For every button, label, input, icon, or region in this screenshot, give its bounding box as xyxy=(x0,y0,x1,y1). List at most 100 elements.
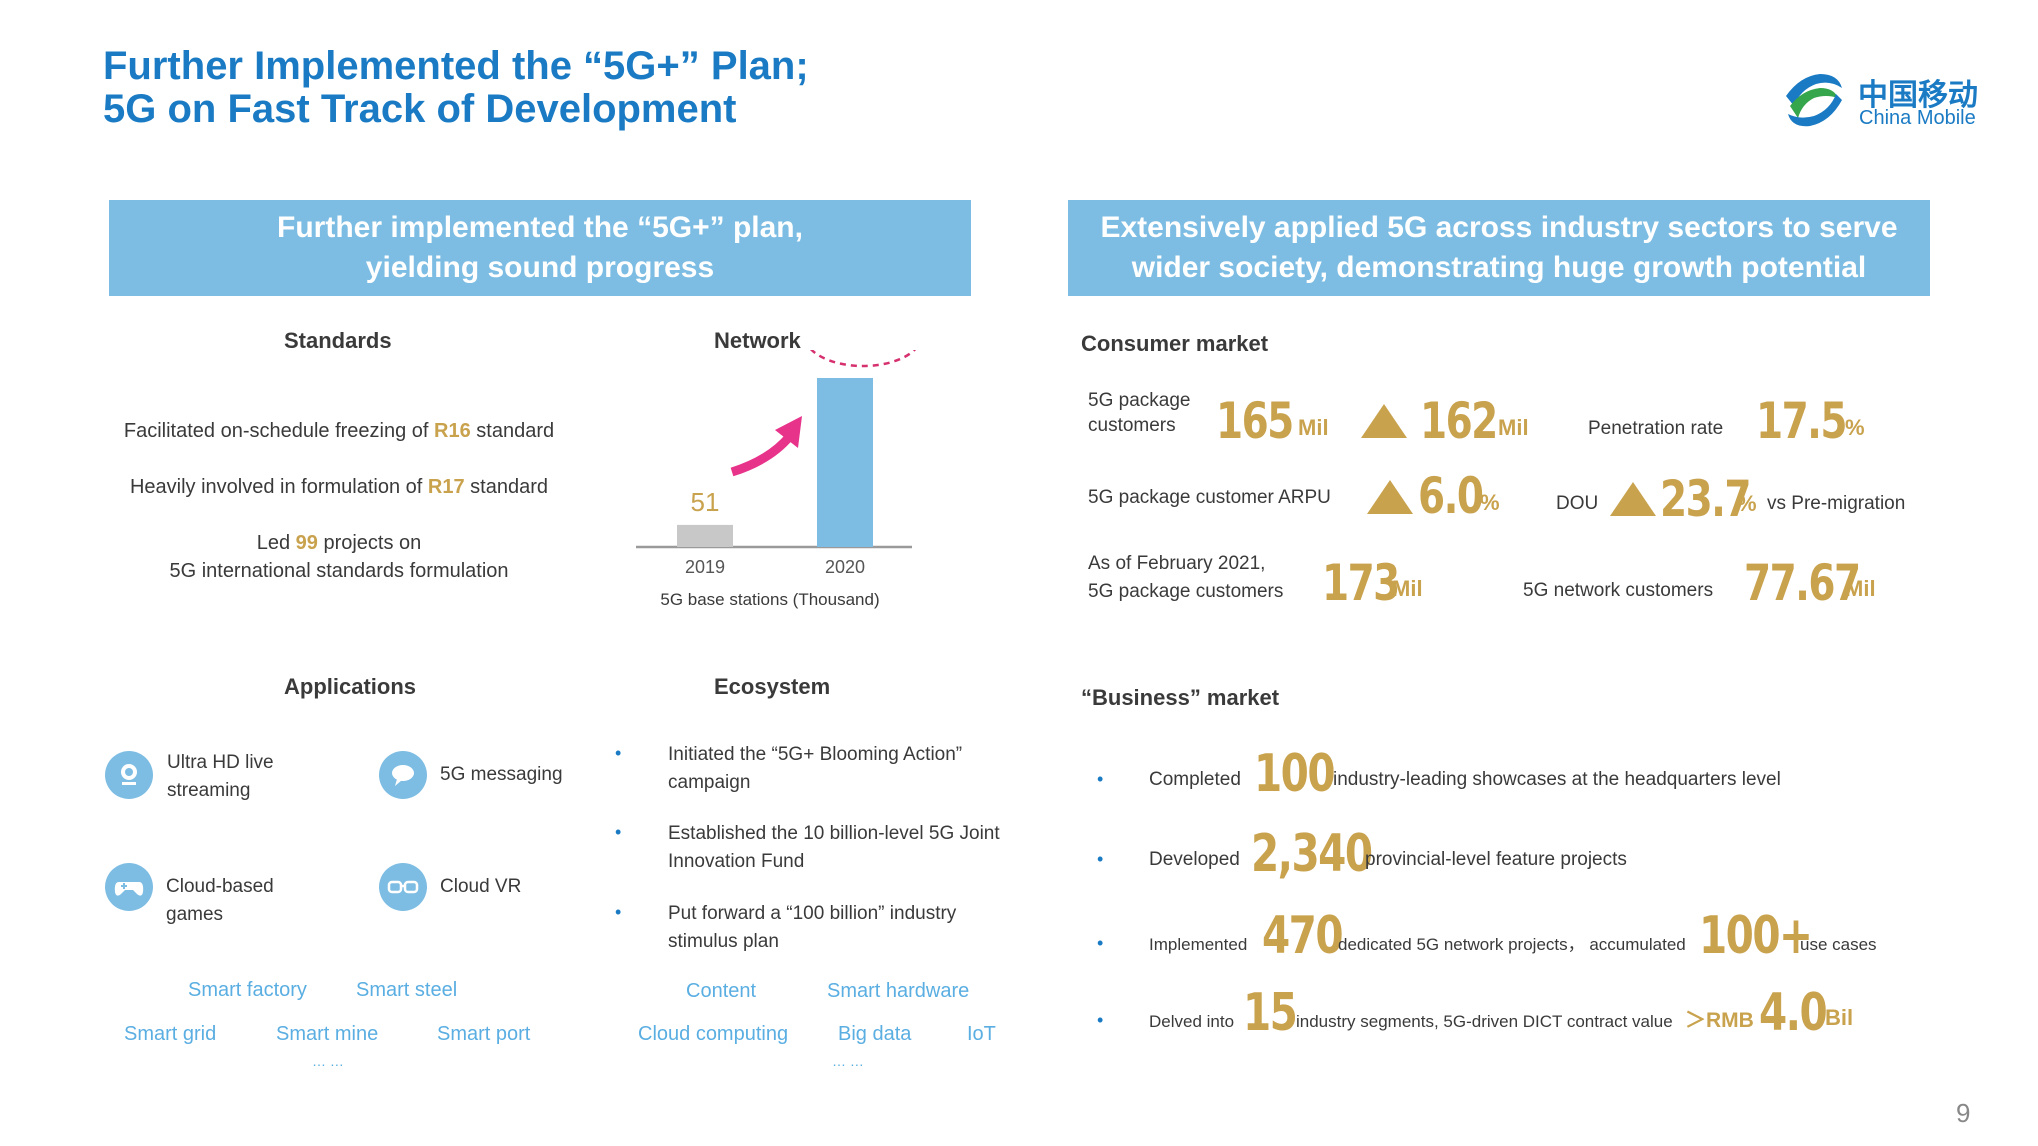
business-b1-pre: Completed xyxy=(1149,769,1241,790)
ecosystem-bullet-3: Put forward a “100 billion” industry stim… xyxy=(668,903,957,952)
bullet-marker: • xyxy=(615,822,622,842)
penetration-label: Penetration rate xyxy=(1588,418,1724,439)
network-customers-unit: Mil xyxy=(1845,576,1876,601)
live-streaming-icon xyxy=(105,751,153,799)
dou-label: DOU xyxy=(1556,493,1599,514)
tag-cloud-computing: Cloud computing xyxy=(638,1023,789,1045)
right-banner-line1: Extensively applied 5G across industry s… xyxy=(1100,211,1898,244)
arpu-unit: % xyxy=(1480,490,1500,515)
tag-smart-grid: Smart grid xyxy=(124,1023,217,1045)
standards-heading: Standards xyxy=(284,328,392,353)
chart-bar-2019 xyxy=(677,524,733,547)
tag-smart-port: Smart port xyxy=(437,1023,531,1045)
app-cloud-games-label: Cloud-based games xyxy=(166,876,274,925)
tag-smart-factory: Smart factory xyxy=(188,979,307,1001)
message-bubble-icon xyxy=(379,751,427,799)
page-title-line2: 5G on Fast Track of Development xyxy=(103,87,737,131)
consumer-pkg-value: 165 xyxy=(1216,392,1294,450)
business-b4-num: 15 xyxy=(1243,983,1298,1043)
network-customers-value: 77.67 xyxy=(1744,554,1861,612)
growth-arrow-head xyxy=(775,416,802,448)
penetration-unit: % xyxy=(1845,415,1865,440)
business-b4-prefix: ＞RMB xyxy=(1685,1009,1754,1032)
business-b3-num: 470 xyxy=(1262,906,1344,966)
business-heading: “Business” market xyxy=(1081,685,1280,710)
increase-triangle-icon xyxy=(1367,480,1413,514)
left-banner: Further implemented the “5G+” plan, yiel… xyxy=(109,200,971,296)
tag-iot: IoT xyxy=(967,1023,996,1045)
dou-value: 23.7 xyxy=(1660,470,1752,528)
dou-unit: % xyxy=(1737,491,1757,516)
business-b1-num: 100 xyxy=(1254,744,1336,804)
consumer-pkg-increase: 162 xyxy=(1420,392,1498,450)
bullet-marker: • xyxy=(1097,769,1104,789)
feb-value: 173 xyxy=(1322,554,1400,612)
ecosystem-bullet-2: Established the 10 billion-level 5G Join… xyxy=(668,823,1000,872)
left-banner-line1: Further implemented the “5G+” plan, xyxy=(277,211,803,244)
ecosystem-ellipsis: … … xyxy=(832,1053,864,1069)
chart-value-label-2020: 390 xyxy=(823,350,866,352)
gamepad-icon xyxy=(105,863,153,911)
tag-smart-hardware: Smart hardware xyxy=(827,980,970,1002)
chart-bar-2020 xyxy=(817,378,873,547)
consumer-pkg-label: 5G package customers xyxy=(1088,390,1191,436)
feb-unit: Mil xyxy=(1392,576,1423,601)
business-b3-pre: Implemented xyxy=(1149,935,1248,954)
china-mobile-logo-icon xyxy=(1786,74,1842,127)
business-b4-unit: Bil xyxy=(1825,1005,1854,1030)
increase-triangle-icon xyxy=(1610,482,1656,516)
business-b4-mid: industry segments, 5G-driven DICT contra… xyxy=(1296,1012,1673,1031)
ecosystem-bullet-1: Initiated the “5G+ Blooming Action” campa… xyxy=(668,744,963,793)
tag-smart-steel: Smart steel xyxy=(356,979,458,1001)
business-b3-post: use cases xyxy=(1800,935,1877,954)
arpu-value: 6.0 xyxy=(1418,467,1484,525)
business-b2-post: provincial-level feature projects xyxy=(1365,849,1627,870)
standards-item-99: Led 99 projects on 5G international stan… xyxy=(169,532,509,582)
right-banner: Extensively applied 5G across industry s… xyxy=(1068,200,1930,296)
feb-label: As of February 2021, 5G package customers xyxy=(1088,553,1284,602)
bullet-marker: • xyxy=(1097,849,1104,869)
consumer-heading: Consumer market xyxy=(1081,331,1269,356)
arpu-label: 5G package customer ARPU xyxy=(1088,487,1331,508)
tag-content: Content xyxy=(686,980,757,1002)
network-bar-chart: 51 2019 390 2020 xyxy=(636,350,917,577)
page-title-line1: Further Implemented the “5G+” Plan; xyxy=(103,44,809,88)
network-customers-label: 5G network customers xyxy=(1523,580,1714,601)
bullet-marker: • xyxy=(1097,1010,1104,1030)
increase-triangle-icon xyxy=(1361,404,1407,438)
applications-ellipsis: … … xyxy=(312,1053,344,1069)
standards-item-r16: Facilitated on-schedule freezing of R16 … xyxy=(123,420,555,442)
business-b1-post: industry-leading showcases at the headqu… xyxy=(1333,769,1781,790)
logo-en-text: China Mobile xyxy=(1859,107,1976,129)
highlight-ellipse xyxy=(809,350,917,368)
tag-smart-mine: Smart mine xyxy=(276,1023,379,1045)
ecosystem-heading: Ecosystem xyxy=(714,674,831,699)
app-5g-messaging-label: 5G messaging xyxy=(440,764,563,785)
right-banner-line2: wider society, demonstrating huge growth… xyxy=(1131,251,1867,284)
chart-tick-2020: 2020 xyxy=(825,557,865,577)
dou-suffix: vs Pre-migration xyxy=(1767,493,1906,514)
network-heading: Network xyxy=(714,328,801,353)
left-banner-line2: yielding sound progress xyxy=(365,251,715,284)
business-b3-mid: dedicated 5G network projects， accumulat… xyxy=(1338,935,1686,954)
app-ultra-hd-label: Ultra HD live streaming xyxy=(167,752,274,801)
penetration-value: 17.5 xyxy=(1756,392,1848,450)
bullet-marker: • xyxy=(1097,933,1104,953)
bullet-marker: • xyxy=(615,743,622,763)
chart-tick-2019: 2019 xyxy=(685,557,725,577)
consumer-pkg-unit: Mil xyxy=(1298,415,1329,440)
tag-big-data: Big data xyxy=(838,1023,912,1045)
page-number: 9 xyxy=(1956,1098,1971,1128)
logo: 中国移动 China Mobile xyxy=(1780,66,1990,136)
network-chart-caption: 5G base stations (Thousand) xyxy=(660,590,880,609)
consumer-pkg-increase-unit: Mil xyxy=(1498,415,1529,440)
app-cloud-vr-label: Cloud VR xyxy=(440,876,522,897)
bullet-marker: • xyxy=(615,902,622,922)
chart-value-label-2019: 51 xyxy=(691,487,720,517)
vr-glasses-icon xyxy=(379,863,427,911)
business-b3-num2: 100+ xyxy=(1699,906,1813,966)
business-b2-num: 2,340 xyxy=(1251,824,1373,884)
growth-arrow-icon xyxy=(730,433,794,477)
business-b4-pre: Delved into xyxy=(1149,1012,1235,1031)
applications-heading: Applications xyxy=(284,674,417,699)
